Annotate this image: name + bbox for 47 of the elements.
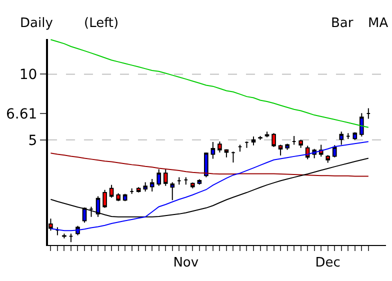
candlestick <box>218 140 222 153</box>
candlestick <box>224 149 229 158</box>
line-series <box>50 152 369 177</box>
text: Bar <box>331 16 354 31</box>
candlestick <box>163 168 168 186</box>
candlestick <box>231 151 236 163</box>
x-tick-label: Dec <box>315 256 340 271</box>
candlestick <box>298 139 303 148</box>
candlestick <box>278 144 283 156</box>
candlestick <box>176 176 182 186</box>
text: Daily <box>20 16 54 31</box>
line-series <box>50 39 369 128</box>
candlestick <box>150 178 154 192</box>
y-tick-label: 6.61 <box>6 106 38 122</box>
text: (Left) <box>84 16 119 31</box>
candlestick <box>197 178 202 186</box>
candlestick <box>68 233 74 243</box>
candlestick <box>285 143 290 150</box>
candlestick <box>264 131 270 138</box>
y-tick-label: 10 <box>19 67 38 84</box>
candlestick <box>184 176 188 186</box>
candlestick <box>143 182 148 192</box>
y-tick-label: 5 <box>28 132 38 149</box>
candlestick <box>210 142 216 160</box>
candlestick <box>346 132 350 140</box>
candlestick <box>102 189 107 208</box>
text: MA <box>368 16 388 31</box>
candlestick <box>272 132 276 148</box>
candlestick <box>109 184 114 198</box>
candlestick <box>116 192 120 202</box>
candlestick <box>332 144 337 158</box>
candlestick <box>366 108 371 120</box>
candlestick <box>170 182 175 201</box>
candlestick <box>360 112 364 138</box>
candlestick <box>62 233 66 239</box>
candlestick <box>292 136 296 146</box>
candlestick <box>55 226 60 236</box>
candlestick <box>156 168 162 186</box>
candlestick <box>251 136 256 146</box>
candlestick <box>352 132 358 140</box>
x-tick-label: Nov <box>173 256 199 271</box>
candlestick <box>326 154 330 164</box>
candlestick <box>204 152 208 178</box>
candlestick <box>238 144 242 152</box>
candlestick <box>190 182 195 189</box>
candlestick <box>244 140 249 148</box>
candlestick <box>130 188 134 194</box>
